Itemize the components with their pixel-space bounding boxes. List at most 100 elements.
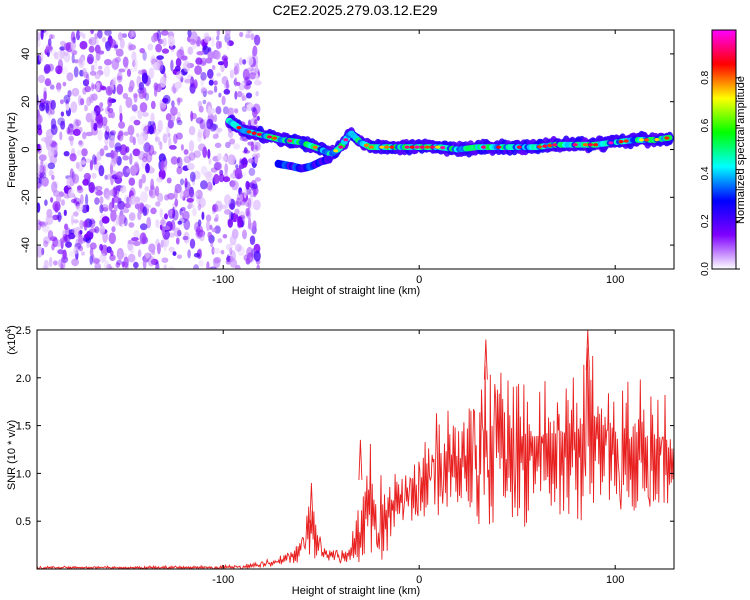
spectrogram-noise-blob — [79, 31, 83, 37]
spectrogram-noise-blob — [220, 249, 225, 255]
spectrogram-noise-blob — [226, 39, 230, 51]
spectrogram-ridge-peak — [593, 143, 599, 147]
spectrogram-noise-blob — [167, 119, 174, 129]
spectrogram-noise-blob — [166, 125, 170, 135]
spectrogram-noise-blob — [133, 119, 141, 126]
spectrogram-noise-blob — [122, 92, 129, 100]
spectrogram-noise-blob — [99, 196, 104, 205]
spectrogram-noise-blob — [45, 43, 53, 54]
spectrogram-ridge-peak — [496, 145, 502, 149]
spectrogram-x-tick-label: -100 — [212, 274, 234, 286]
spectrogram-noise-blob — [44, 78, 52, 87]
spectrogram-noise-blob — [75, 203, 84, 212]
spectrogram-noise-blob — [110, 135, 116, 144]
spectrogram-noise-blob — [186, 193, 195, 203]
spectrogram-noise-blob — [129, 153, 133, 165]
spectrogram-noise-blob — [222, 155, 228, 162]
spectrogram-noise-blob — [180, 207, 186, 212]
spectrogram-noise-blob — [51, 48, 57, 57]
spectrogram-noise-blob — [122, 155, 130, 161]
spectrogram-noise-blob — [218, 173, 225, 183]
spectrogram-noise-blob — [145, 163, 150, 174]
spectrogram-noise-blob — [227, 40, 234, 47]
colorbar-ticks: 0.0 0.2 0.4 0.6 0.8 — [700, 70, 740, 276]
spectrogram-noise-blob — [213, 114, 217, 123]
snr-x-tick-label: 100 — [606, 574, 624, 586]
colorbar-scale — [712, 30, 736, 269]
spectrogram-noise-blob — [245, 180, 250, 190]
spectrogram-ridge-peak — [333, 149, 339, 153]
spectrogram-noise-blob — [159, 208, 163, 218]
spectrogram-noise-blob — [151, 35, 157, 43]
spectrogram-noise-blob — [173, 227, 181, 238]
spectrogram-ridge-peak — [435, 145, 441, 149]
spectrogram-noise-blob — [239, 31, 244, 38]
spectrogram-noise-blob — [138, 81, 145, 91]
spectrogram-noise-blob — [131, 237, 139, 242]
spectrogram-noise-blob — [243, 187, 247, 199]
spectrogram-noise-blob — [69, 153, 77, 162]
spectrogram-noise-blob — [78, 245, 84, 252]
spectrogram-noise-blob — [197, 128, 203, 138]
spectrogram-noise-blob — [84, 104, 88, 112]
spectrogram-ridge-peak — [379, 145, 385, 149]
spectrogram-ridge-peak — [588, 143, 593, 147]
spectrogram-noise-blob — [162, 37, 167, 47]
spectrogram-noise-blob — [63, 52, 71, 63]
spectrogram-noise-blob — [252, 188, 257, 196]
spectrogram-noise-blob — [134, 203, 140, 210]
snr-panel: 0.5 1.0 1.5 2.0 2.5 -100 0 100 Height of strai… — [4, 325, 675, 597]
spectrogram-noise-blob — [89, 251, 93, 256]
spectrogram-noise-blob — [82, 220, 89, 228]
spectrogram-noise-blob — [62, 81, 67, 87]
spectrogram-noise-blob — [72, 173, 80, 184]
spectrogram-noise-blob — [94, 44, 101, 54]
spectrogram-noise-blob — [193, 150, 202, 158]
spectrogram-noise-blob — [37, 114, 42, 125]
spectrogram-noise-blob — [175, 237, 180, 245]
spectrogram-noise-blob — [229, 69, 235, 74]
spectrogram-noise-blob — [198, 197, 206, 209]
spectrogram-noise-blob — [41, 176, 49, 187]
spectrogram-noise-blob — [254, 63, 259, 75]
spectrogram-noise-blob — [167, 266, 175, 269]
spectrogram-noise-blob — [37, 172, 44, 180]
spectrogram-panel: -40 -20 0 20 40 -100 0 100 Height of straight … — [6, 29, 675, 297]
spectrogram-noise-blob — [65, 103, 70, 111]
spectrogram-noise-blob — [131, 104, 138, 112]
spectrogram-noise-blob — [49, 84, 55, 90]
spectrogram-noise-blob — [72, 36, 76, 44]
spectrogram-noise-blob — [177, 156, 183, 169]
spectrogram-noise-blob — [176, 49, 185, 59]
spectrogram-noise-blob — [57, 249, 65, 255]
spectrogram-noise-blob — [210, 240, 214, 248]
spectrogram-ridge-peak — [623, 139, 629, 143]
spectrogram-noise-blob — [148, 187, 157, 199]
spectrogram-noise-blob — [161, 257, 169, 264]
spectrogram-noise-blob — [88, 182, 95, 194]
spectrogram-noise-blob — [145, 252, 151, 261]
spectrogram-noise-blob — [108, 87, 113, 95]
snr-y-multiplier-base: (x10 — [6, 333, 18, 354]
snr-x-ticks: -100 0 100 — [212, 330, 624, 586]
spectrogram-noise-blob — [189, 186, 194, 198]
spectrogram-noise-blob — [248, 167, 256, 176]
spectrogram-noise-blob — [56, 239, 61, 248]
spectrogram-noise-blob — [107, 96, 113, 107]
spectrogram-noise-blob — [170, 106, 178, 116]
spectrogram-noise-blob — [123, 256, 129, 268]
spectrogram-ridge-peak — [516, 145, 522, 149]
spectrogram-noise-blob — [217, 238, 223, 244]
spectrogram-noise-blob — [224, 194, 232, 206]
spectrogram-noise-blob — [40, 221, 49, 226]
spectrogram-noise-blob — [71, 87, 80, 97]
spectrogram-ridge-peak — [440, 146, 446, 150]
spectrogram-noise-blob — [164, 194, 170, 201]
spectrogram-noise-blob — [91, 172, 97, 179]
spectrogram-noise-blob — [139, 232, 147, 245]
spectrogram-noise-blob — [236, 90, 243, 98]
spectrogram-noise-blob — [253, 250, 261, 262]
spectrogram-noise-blob — [126, 68, 132, 77]
spectrogram-noise-blob — [229, 247, 233, 256]
spectrogram-noise-blob — [48, 148, 55, 159]
